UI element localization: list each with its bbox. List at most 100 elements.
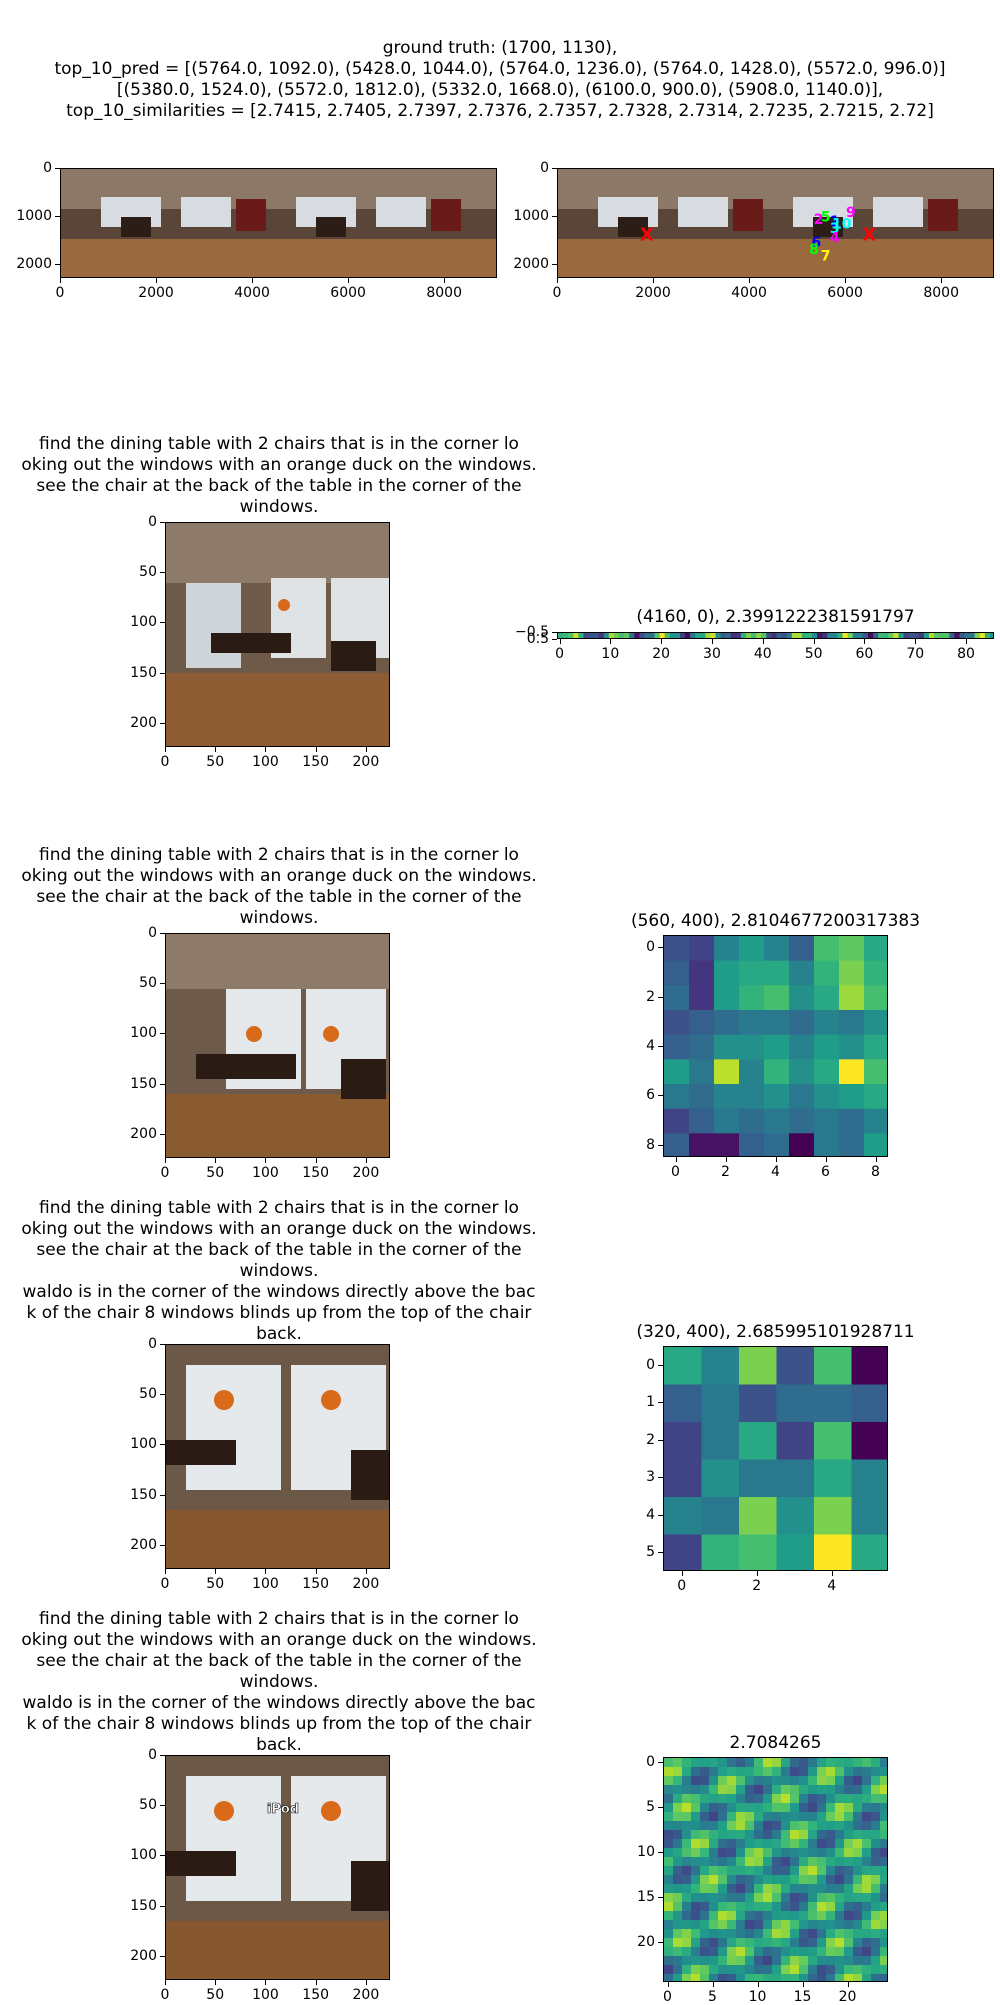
heatmap-cell: [718, 1965, 728, 1975]
heatmap-cell: [826, 1956, 836, 1966]
y-tick-label: 0: [148, 1336, 157, 1352]
heatmap-cell: [754, 1758, 764, 1768]
heatmap-cell: [954, 633, 960, 638]
heatmap-cell: [664, 1803, 674, 1813]
heatmap-cell: [826, 1902, 836, 1912]
y-tick-label: 20: [637, 1933, 655, 1950]
tick-mark: [215, 1569, 217, 1574]
heatmap-cell: [871, 1758, 881, 1768]
heatmap-cell: [682, 1776, 692, 1786]
heatmap-cell: [776, 633, 783, 638]
heatmap-cell: [772, 1875, 782, 1885]
heatmap-cell: [826, 1974, 836, 1981]
heatmap-cell: [739, 1108, 765, 1134]
heatmap-cell: [808, 1785, 818, 1795]
heatmap-cell: [691, 1965, 701, 1975]
y-tick-label: 0: [646, 1356, 655, 1373]
heatmap-cell: [839, 936, 865, 962]
prediction-point: 9: [846, 205, 856, 221]
tick-mark: [559, 639, 561, 644]
x-tick-label: 50: [206, 1576, 225, 1592]
heatmap-cell: [664, 1920, 674, 1930]
heatmap-cell: [736, 1758, 746, 1768]
x-tick-label: 0: [160, 754, 170, 770]
heatmap-cell: [700, 1929, 710, 1939]
y-tick-label: 2000: [513, 255, 549, 272]
heatmap-cell: [772, 1866, 782, 1876]
heatmap-25x25: [663, 1757, 888, 1982]
x-marker: X: [640, 225, 654, 246]
heatmap-cell: [913, 633, 920, 638]
heatmap-cell: [826, 1758, 836, 1768]
heatmap-cell: [781, 1893, 791, 1903]
heatmap-cell: [814, 1459, 852, 1498]
heatmap-cell: [801, 633, 808, 638]
heatmap-cell: [772, 1920, 782, 1930]
heatmap-cell: [851, 1384, 887, 1423]
heatmap-cell: [781, 1812, 791, 1822]
heatmap-cell: [880, 1974, 887, 1981]
tick-mark: [160, 1494, 165, 1496]
heatmap-cell: [826, 1911, 836, 1921]
heatmap-cell: [826, 1875, 836, 1885]
heatmap-cell: [808, 1902, 818, 1912]
heatmap-cell: [700, 1821, 710, 1831]
tick-mark: [160, 983, 165, 985]
heatmap-cell: [613, 633, 620, 638]
query-text-row5: find the dining table with 2 chairs that…: [20, 1609, 538, 1756]
heatmap-cell: [880, 1875, 887, 1885]
heatmap-cell: [790, 1803, 800, 1813]
heatmap-cell: [718, 1821, 728, 1831]
heatmap-cell: [679, 633, 686, 638]
heatmap-cell: [835, 1875, 845, 1885]
heatmap-cell: [763, 1974, 773, 1981]
tick-mark: [802, 1982, 804, 1987]
heatmap-cell: [736, 1947, 746, 1957]
heatmap-cell: [814, 1059, 840, 1085]
heatmap-cell: [835, 1938, 845, 1948]
y-tick-label: 6: [646, 1087, 655, 1104]
heatmap-cell: [727, 1911, 737, 1921]
heatmap-cell: [709, 1758, 719, 1768]
heatmap-cell: [763, 1848, 773, 1858]
heatmap-cell: [727, 1956, 737, 1966]
heatmap-cell: [853, 1938, 863, 1948]
heatmap-cell: [714, 1084, 740, 1110]
query-line: waldo is in the corner of the windows di…: [22, 1693, 536, 1713]
heatmap-cell: [817, 1929, 827, 1939]
tick-mark: [160, 622, 165, 624]
tick-mark: [712, 1982, 714, 1987]
heatmap-cell: [736, 1956, 746, 1966]
heatmap-cell: [639, 633, 645, 638]
heatmap-cell: [898, 633, 905, 638]
heatmap-cell: [835, 1848, 845, 1858]
heatmap-cell: [853, 1956, 863, 1966]
heatmap-cell: [862, 1866, 872, 1876]
heatmap-cell: [903, 633, 910, 638]
heatmap-cell: [959, 633, 966, 638]
heatmap-cell: [832, 633, 838, 638]
heatmap-cell: [736, 1821, 746, 1831]
heatmap-cell: [880, 1821, 887, 1831]
heatmap-cell: [700, 1920, 710, 1930]
heatmap-cell: [727, 1884, 737, 1894]
heatmap-cell: [700, 1758, 710, 1768]
heatmap-cell: [839, 1108, 865, 1134]
prediction-point: 10: [832, 217, 852, 233]
tick-mark: [160, 1133, 165, 1135]
heatmap-cell: [844, 1830, 854, 1840]
heatmap-cell: [844, 1902, 854, 1912]
heatmap-cell: [844, 1938, 854, 1948]
query-line: oking out the windows with an orange duc…: [21, 455, 537, 475]
heatmap-cell: [835, 1794, 845, 1804]
heatmap-cell: [691, 1794, 701, 1804]
heatmap-cell: [718, 1767, 728, 1777]
heatmap-cell: [685, 633, 691, 638]
tick-mark: [864, 639, 866, 644]
heatmap-cell: [835, 1965, 845, 1975]
x-tick-label: 150: [302, 1987, 330, 2003]
heatmap-cell: [799, 1866, 809, 1876]
heatmap-cell: [739, 960, 765, 986]
heatmap-cell: [871, 1812, 881, 1822]
query-line: oking out the windows with an orange duc…: [21, 866, 537, 886]
